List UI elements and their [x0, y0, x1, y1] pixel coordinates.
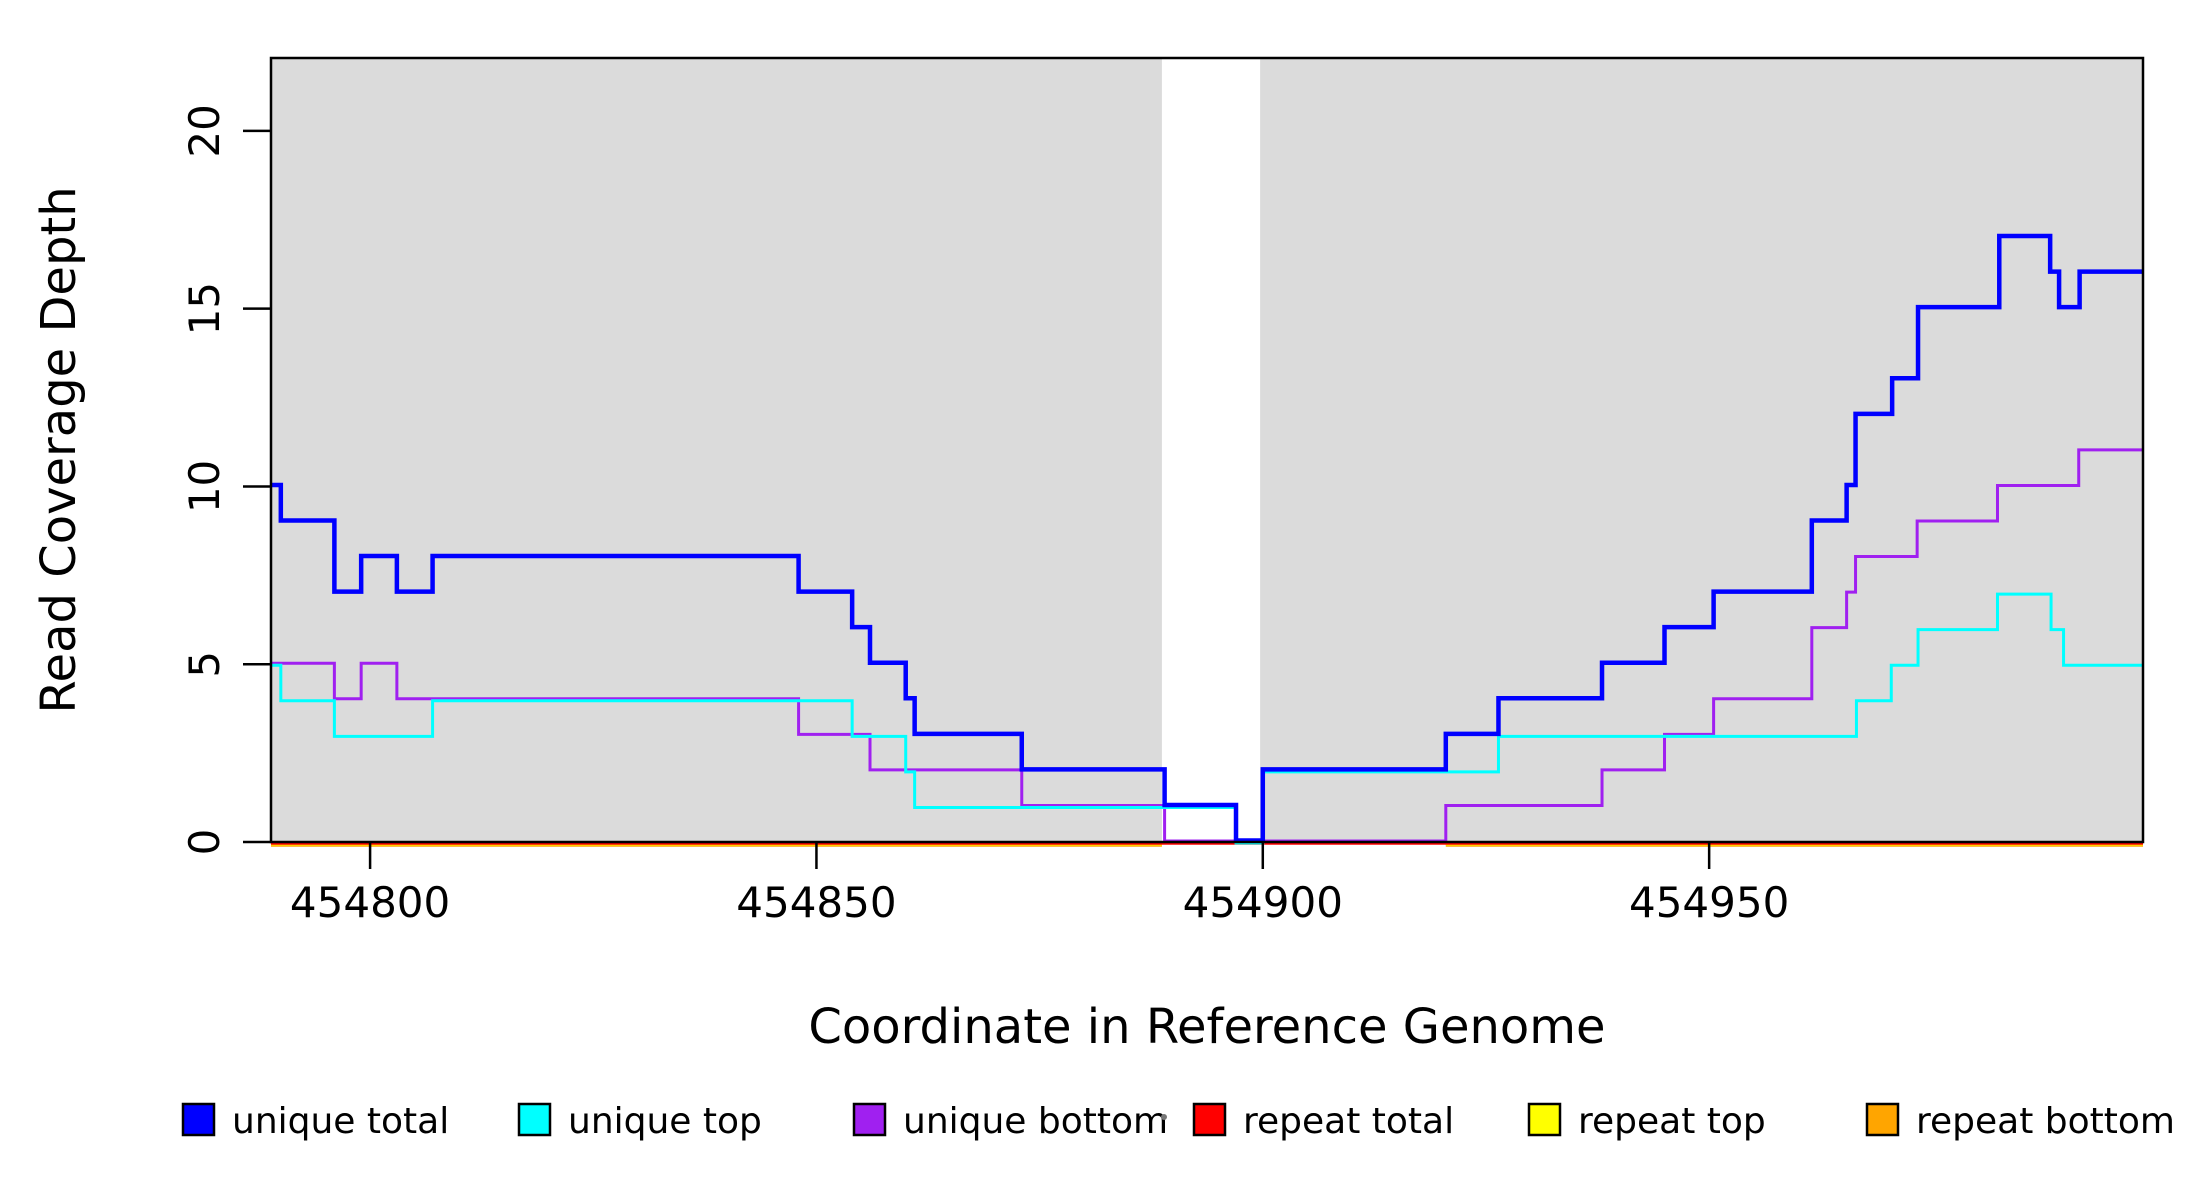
x-axis-title: Coordinate in Reference Genome	[808, 999, 1605, 1055]
y-tick-label: 10	[180, 460, 229, 513]
y-tick-label: 20	[180, 104, 229, 157]
artifact-marks	[1161, 1114, 1167, 1120]
plot-frame	[269, 56, 2145, 844]
series-line-unique-total	[271, 233, 2143, 843]
y-axis-ticks: 0 5 10 15 20	[180, 104, 271, 855]
legend-swatch-unique-bottom	[852, 1102, 887, 1137]
series-line-unique-bottom	[271, 448, 2143, 843]
legend-swatch-repeat-top	[1527, 1102, 1562, 1137]
legend-label-unique-bottom: unique bottom	[903, 1101, 1168, 1142]
shaded-region	[1260, 59, 2143, 841]
y-tick-label: 0	[180, 829, 229, 856]
legend-label-repeat-total: repeat total	[1243, 1101, 1454, 1142]
legend-swatch-unique-top	[517, 1102, 552, 1137]
legend-swatch-unique-total	[181, 1102, 216, 1137]
x-axis-ticks: 454800 454850 454900 454950	[290, 842, 1789, 927]
legend-swatch-repeat-total	[1192, 1102, 1227, 1137]
legend-label-repeat-top: repeat top	[1578, 1101, 1766, 1142]
legend-label-unique-top: unique top	[568, 1101, 762, 1142]
legend: unique total unique top unique bottom repea…	[181, 1101, 2175, 1142]
legend-swatch-repeat-bottom	[1865, 1102, 1900, 1137]
y-tick-label: 5	[180, 651, 229, 678]
stray-dot	[1161, 1114, 1167, 1120]
legend-label-unique-total: unique total	[232, 1101, 449, 1142]
y-axis-title: Read Coverage Depth	[31, 186, 87, 713]
shaded-region	[271, 59, 1162, 841]
x-tick-label: 454800	[290, 878, 450, 927]
legend-label-repeat-bottom: repeat bottom	[1916, 1101, 2175, 1142]
plot-shaded-regions	[271, 59, 2143, 841]
x-tick-label: 454850	[736, 878, 896, 927]
x-tick-label: 454900	[1183, 878, 1343, 927]
x-tick-label: 454950	[1629, 878, 1789, 927]
y-tick-label: 15	[180, 282, 229, 335]
coverage-series-lines	[271, 233, 2143, 847]
